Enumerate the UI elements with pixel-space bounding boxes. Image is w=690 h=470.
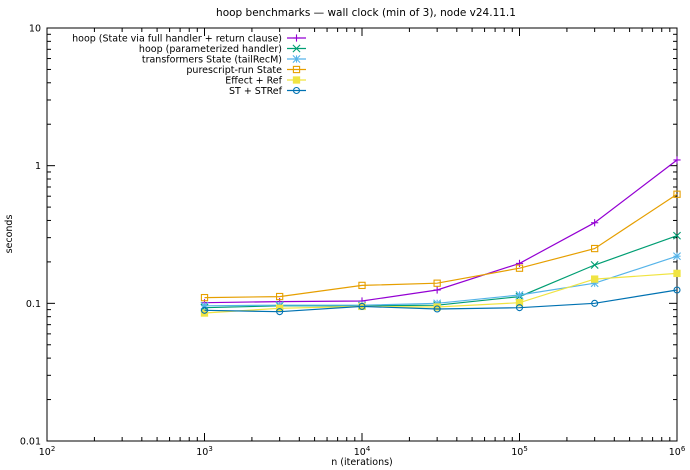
x-tick-label: 102 — [39, 445, 56, 458]
data-point — [590, 244, 599, 253]
data-point — [673, 231, 681, 240]
axis-ticks: 102 103 104 105 106 0.01 0.1 1 10 — [20, 24, 686, 459]
data-point — [358, 302, 366, 310]
legend-entry: ST + STRef — [229, 86, 306, 97]
legend: hoop (State via full handler + return cl… — [72, 33, 306, 97]
data-point — [200, 306, 209, 314]
data-point — [358, 281, 366, 290]
data-point — [673, 252, 681, 261]
legend-label: purescript-run State — [186, 65, 282, 76]
plot-frame — [46, 27, 678, 442]
legend-label: hoop (State via full handler + return cl… — [72, 33, 282, 44]
data-point — [276, 308, 284, 316]
data-point — [200, 293, 209, 302]
x-axis-label: n (iterations) — [331, 457, 393, 468]
series-6 — [200, 286, 681, 316]
legend-marker — [292, 44, 301, 53]
legend-entry: purescript-run State — [186, 65, 306, 76]
series-2 — [200, 231, 681, 312]
legend-entry: transformers State (tailRecM) — [142, 54, 306, 65]
x-tick-label: 106 — [669, 445, 686, 458]
legend-entry: hoop (parameterized handler) — [139, 44, 306, 55]
legend-marker — [292, 34, 301, 42]
y-tick-label: 1 — [35, 161, 41, 172]
data-point — [673, 190, 681, 198]
data-point — [515, 299, 524, 307]
series-line — [204, 193, 678, 299]
data-point — [673, 156, 681, 164]
y-tick-label: 0.1 — [26, 299, 41, 310]
data-point — [591, 299, 599, 307]
x-tick-label: 105 — [511, 445, 528, 458]
data-point — [673, 269, 681, 278]
data-point — [515, 290, 524, 299]
data-point — [590, 260, 599, 269]
data-point — [591, 219, 599, 227]
data-point — [515, 264, 524, 272]
y-tick-label: 10 — [29, 24, 41, 35]
data-point — [433, 279, 441, 287]
legend-label: Effect + Ref — [225, 75, 282, 86]
legend-marker — [292, 76, 301, 84]
series-4 — [200, 190, 681, 302]
data-point — [433, 286, 441, 294]
legend-marker — [292, 65, 301, 74]
y-tick-label: 0.01 — [20, 437, 41, 448]
x-tick-label: 103 — [196, 445, 213, 458]
legend-label: ST + STRef — [229, 86, 283, 97]
legend-label: hoop (parameterized handler) — [139, 44, 282, 55]
series-line — [204, 289, 678, 313]
series-layer — [200, 156, 681, 317]
data-point — [433, 305, 441, 313]
legend-entry: hoop (State via full handler + return cl… — [72, 33, 306, 44]
data-point — [515, 304, 524, 312]
data-point — [275, 292, 284, 301]
legend-marker — [292, 55, 301, 63]
legend-label: transformers State (tailRecM) — [142, 54, 282, 65]
y-axis-label: seconds — [4, 215, 15, 254]
legend-marker — [292, 86, 301, 95]
legend-entry: Effect + Ref — [225, 75, 306, 86]
chart-title: hoop benchmarks — wall clock (min of 3),… — [216, 7, 516, 19]
data-point — [590, 275, 599, 283]
data-point — [673, 286, 681, 294]
data-point — [515, 259, 524, 268]
x-tick-label: 104 — [354, 445, 371, 458]
data-point — [433, 303, 441, 311]
